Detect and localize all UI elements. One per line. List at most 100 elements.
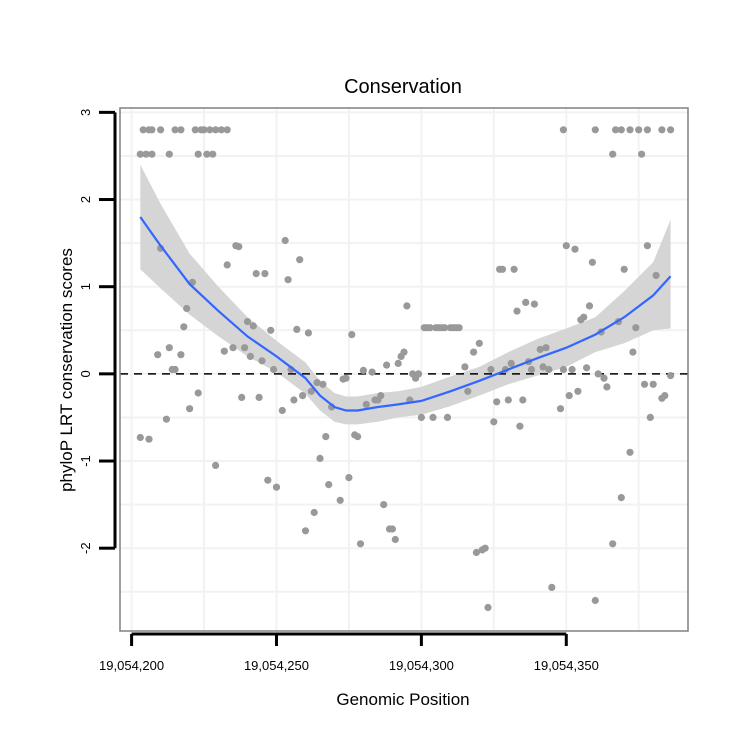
- data-point: [336, 496, 344, 504]
- confidence-ribbon-layer: [140, 164, 671, 425]
- smooth-line: [139, 216, 672, 412]
- data-point: [310, 508, 318, 517]
- x-tick-label: 19,054,350: [534, 658, 599, 673]
- data-point: [136, 433, 144, 442]
- data-point: [667, 126, 675, 134]
- data-point: [229, 344, 237, 352]
- data-point: [403, 302, 411, 310]
- data-point: [620, 265, 628, 273]
- data-point: [345, 474, 353, 482]
- data-point: [583, 364, 591, 372]
- data-point: [510, 265, 518, 273]
- data-point: [481, 544, 489, 552]
- data-point: [461, 363, 469, 371]
- data-point: [212, 126, 220, 134]
- data-point: [264, 476, 272, 484]
- data-point: [545, 365, 553, 374]
- data-point: [487, 365, 495, 374]
- data-point: [299, 392, 307, 400]
- data-point: [609, 150, 617, 158]
- x-axis-label: Genomic Position: [336, 690, 469, 709]
- data-point: [667, 372, 675, 380]
- data-point: [519, 396, 527, 404]
- data-point: [658, 126, 666, 134]
- data-point: [391, 535, 399, 544]
- data-point: [394, 359, 402, 367]
- chart-title: Conservation: [344, 76, 462, 98]
- data-point: [148, 150, 156, 158]
- data-point: [203, 150, 211, 158]
- data-point: [212, 461, 220, 469]
- x-tick-label: 19,054,200: [99, 658, 164, 673]
- data-point: [617, 126, 625, 134]
- data-point: [464, 387, 472, 395]
- data-point: [591, 126, 599, 134]
- data-point: [484, 603, 492, 612]
- data-point: [238, 393, 246, 401]
- data-point: [272, 483, 281, 491]
- data-point: [261, 270, 269, 278]
- data-point: [162, 415, 170, 423]
- data-point: [388, 525, 396, 533]
- data-point: [252, 270, 260, 278]
- data-point: [600, 374, 608, 382]
- data-point: [559, 126, 568, 134]
- data-point: [629, 348, 637, 356]
- data-point: [638, 150, 646, 158]
- data-point: [255, 393, 263, 401]
- data-point: [165, 150, 173, 158]
- data-point: [640, 380, 649, 388]
- data-point: [626, 126, 634, 134]
- data-point: [635, 126, 643, 134]
- data-point: [368, 368, 376, 376]
- data-point: [559, 365, 568, 374]
- data-point: [304, 329, 312, 337]
- data-point: [258, 357, 266, 365]
- data-point: [165, 344, 173, 352]
- data-point: [626, 448, 634, 456]
- data-point: [643, 242, 652, 250]
- data-point: [194, 150, 202, 158]
- data-point: [148, 126, 156, 134]
- data-point: [498, 265, 507, 273]
- data-point: [290, 396, 298, 404]
- data-point: [243, 318, 252, 326]
- data-point: [617, 494, 625, 502]
- y-tick-label: 3: [78, 109, 93, 116]
- data-point: [649, 380, 657, 388]
- data-point: [527, 365, 536, 374]
- data-point: [354, 433, 362, 441]
- data-point: [180, 323, 188, 331]
- data-point: [556, 405, 565, 413]
- data-point: [270, 365, 278, 374]
- data-point: [414, 370, 423, 378]
- data-point: [646, 413, 654, 421]
- data-point: [194, 389, 202, 397]
- y-tick-label: 0: [78, 370, 93, 377]
- data-point: [562, 242, 570, 250]
- smooth-line-layer: [139, 216, 672, 412]
- data-point: [223, 261, 231, 269]
- data-point: [548, 583, 556, 592]
- data-point: [580, 313, 588, 321]
- data-point: [426, 324, 434, 332]
- panel-border: [119, 107, 689, 632]
- data-point: [585, 302, 594, 310]
- data-point: [571, 245, 579, 253]
- data-point: [661, 392, 669, 400]
- data-point: [325, 481, 333, 489]
- data-point: [417, 413, 425, 421]
- y-tick-label: 1: [78, 283, 93, 290]
- data-point: [362, 400, 370, 408]
- data-point: [322, 433, 330, 441]
- data-point: [400, 348, 408, 356]
- y-axis: -2 -1 0 1 2 3: [78, 109, 117, 554]
- data-point: [356, 540, 365, 548]
- data-point: [652, 271, 660, 279]
- data-point: [278, 406, 286, 415]
- data-point: [588, 258, 597, 266]
- data-point: [429, 413, 437, 421]
- data-point: [568, 365, 576, 374]
- data-point: [441, 324, 449, 332]
